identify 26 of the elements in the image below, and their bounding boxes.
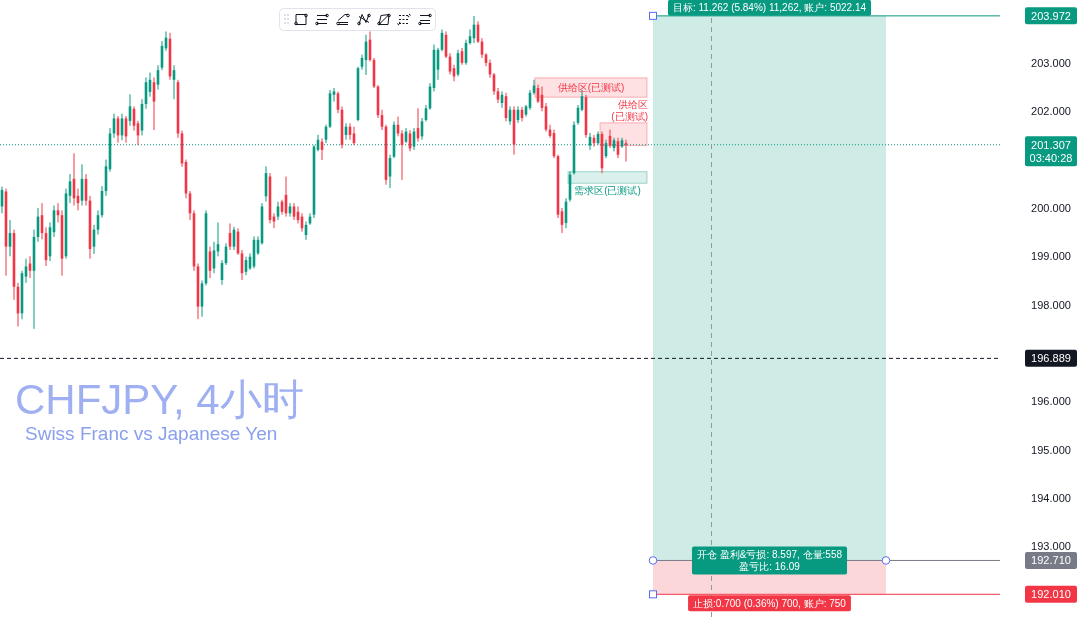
band-label: 供给区(已测试)	[611, 99, 648, 123]
candlestick	[624, 139, 628, 163]
annotation: 开仓 盈利&亏损: 8.597, 仓量:558 盈亏比: 16.09	[691, 546, 848, 575]
y-tick-label: 195.000	[1031, 443, 1071, 456]
band-label: 止损:0.700 (0.36%) 700, 账户: 750	[693, 597, 847, 609]
band-label: 目标: 11.262 (5.84%) 11,262, 账户: 5022.14	[667, 0, 872, 16]
annotation: 开仓 盈利&亏损: 8.597, 仓量:558 盈亏比: 16.09	[696, 548, 843, 572]
y-tick-label: 193.000	[1031, 540, 1071, 553]
y-tick-label: 194.000	[1031, 492, 1071, 505]
band-label: 目标: 11.262 (5.84%) 11,262, 账户: 5022.14	[672, 2, 867, 14]
y-tick-label: 196.000	[1031, 395, 1071, 408]
y-tick-label: 203.000	[1031, 56, 1071, 69]
ref-line-label: 192.710	[1031, 554, 1071, 567]
ref-line-label: 203.972	[1031, 9, 1071, 22]
ref-line-label: 196.889	[1031, 352, 1071, 365]
band-label: 止损:0.700 (0.36%) 700, 账户: 750	[688, 595, 851, 612]
y-tick-label: 200.000	[1031, 201, 1071, 214]
band-label: 供给区(已测试)	[557, 82, 625, 94]
ref-line-label: 192.010	[1031, 588, 1071, 601]
y-tick-label: 198.000	[1031, 298, 1071, 311]
title: CHFJPY, 4小时 Swiss Franc vs Japanese Yen	[15, 376, 304, 444]
price-tag: 201.307 03:40:28	[1025, 136, 1077, 167]
band-label: 需求区(已测试)	[574, 184, 641, 196]
y-tick-label: 202.000	[1031, 105, 1071, 118]
y-tick-label: 199.000	[1031, 250, 1071, 263]
price-tag: 203.972	[1025, 7, 1077, 25]
